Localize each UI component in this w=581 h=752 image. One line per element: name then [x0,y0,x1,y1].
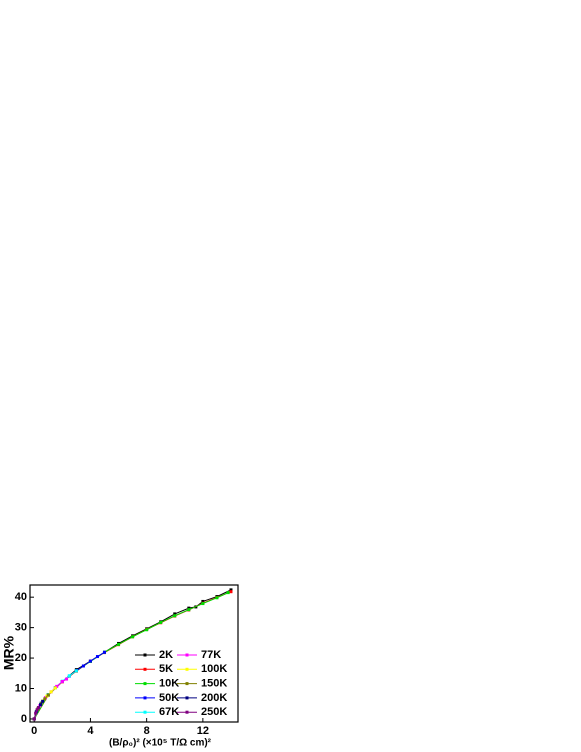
y-tick-label: 20 [15,652,27,664]
legend-label: 250K [201,706,227,718]
legend-label: 67K [159,706,179,718]
legend-marker [143,653,147,657]
series-line [33,592,229,720]
legend-marker [143,682,147,686]
data-point [173,614,177,618]
legend-marker [143,696,147,700]
data-point [215,596,219,600]
data-point [229,588,233,592]
data-point [81,664,85,668]
y-tick-label: 0 [21,713,27,725]
legend-label: 77K [201,649,221,661]
legend-marker [185,653,189,657]
data-point [43,697,47,701]
data-point [187,608,191,612]
data-point [65,677,69,681]
data-point [88,659,92,663]
data-point [41,699,45,703]
y-axis-label: MR% [1,635,17,670]
legend-marker [185,667,189,671]
data-point [229,590,233,594]
data-point [201,602,205,606]
data-point [49,690,53,694]
legend-label: 2K [159,649,173,661]
data-point [74,669,78,673]
legend-marker [143,710,147,714]
data-point [117,642,121,646]
legend-label: 50K [159,692,179,704]
x-tick-label: 0 [31,725,37,737]
data-point [173,612,177,616]
legend-label: 10K [159,678,179,690]
legend-label: 5K [159,663,173,675]
y-tick-label: 10 [15,682,27,694]
legend-label: 200K [201,692,227,704]
x-tick-label: 4 [87,725,94,737]
data-point [53,686,57,690]
plot-frame [29,584,239,723]
y-tick-label: 40 [15,591,27,603]
series-line [33,670,77,720]
data-point [159,620,163,624]
data-point [39,703,43,707]
series-line [33,678,67,720]
x-tick-label: 8 [144,725,150,737]
data-point [32,717,36,721]
data-point [187,606,191,610]
series-line [33,651,105,720]
legend-marker [185,696,189,700]
data-point [102,650,106,654]
x-tick-label: 12 [197,725,209,737]
legend-marker [143,667,147,671]
data-point [55,684,59,688]
data-point [46,693,50,697]
data-point [201,599,205,603]
legend-marker [185,710,189,714]
y-tick-label: 30 [15,622,27,634]
x-axis-label: (B/ρ₀)² (×10⁵ T/Ω cm)² [109,738,212,749]
data-point [145,628,149,632]
data-point [34,711,38,715]
legend-label: 100K [201,663,227,675]
legend-marker [185,682,189,686]
data-point [36,706,40,710]
data-point [131,635,135,639]
data-point [60,680,64,684]
data-point [35,708,39,712]
data-point [95,655,99,659]
legend-label: 150K [201,678,227,690]
data-point [226,591,230,595]
data-point [67,674,71,678]
